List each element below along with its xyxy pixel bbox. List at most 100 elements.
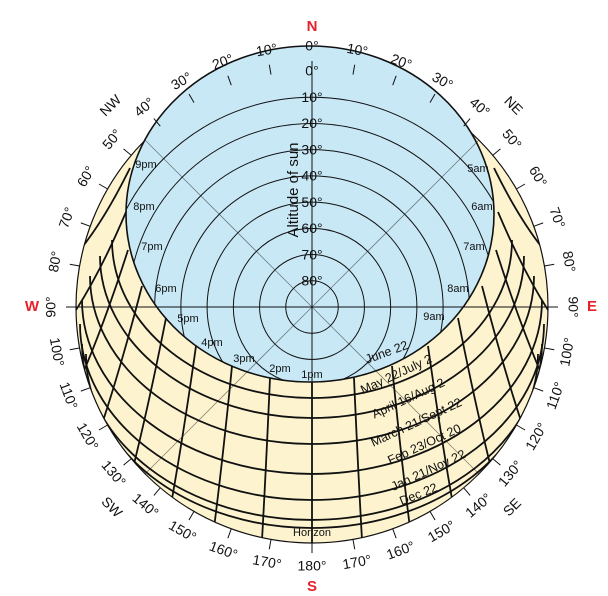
azimuth-label: 10° (255, 40, 279, 59)
azimuth-tick (544, 347, 555, 351)
azimuth-label: 110° (543, 380, 568, 412)
azimuth-tick (463, 118, 471, 127)
azimuth-label: 60° (526, 163, 550, 189)
azimuth-tick (188, 511, 195, 521)
azimuth-label: 100° (47, 336, 68, 367)
hour-label-pm: 2pm (269, 363, 290, 375)
hour-line (391, 365, 411, 529)
intercardinal-line (144, 139, 313, 308)
intercardinal-northwest: NW (96, 91, 124, 119)
azimuth-label: 90° (565, 296, 581, 317)
azimuth-tick (153, 118, 161, 127)
hour-line (353, 377, 363, 541)
hour-line (76, 211, 127, 311)
altitude-label: 20° (301, 115, 322, 131)
azimuth-tick (533, 387, 544, 392)
azimuth-label: 170° (251, 551, 282, 572)
azimuth-label: 80° (45, 250, 64, 274)
azimuth-label: 130° (98, 457, 129, 489)
intercardinal-line (144, 306, 313, 475)
hour-line (261, 377, 271, 541)
azimuth-tick (352, 64, 356, 75)
hour-line (213, 365, 233, 529)
azimuth-label: 20° (389, 50, 414, 72)
azimuth-label: 50° (499, 126, 525, 153)
azimuth-label: 100° (556, 336, 577, 367)
altitude-label: 60° (301, 220, 322, 236)
azimuth-tick (80, 222, 91, 227)
azimuth-label: 40° (131, 94, 158, 120)
altitude-label: 80° (301, 272, 322, 288)
azimuth-tick (227, 75, 232, 86)
altitude-label: 30° (301, 141, 322, 157)
azimuth-tick (544, 263, 555, 267)
azimuth-label: 170° (341, 551, 372, 572)
azimuth-tick (188, 93, 195, 103)
hour-label-pm: 8pm (133, 201, 154, 213)
azimuth-tick (98, 424, 108, 431)
hour-label-pm: 6pm (155, 283, 176, 295)
hour-line (79, 249, 129, 381)
azimuth-tick (429, 93, 436, 103)
azimuth-tick (429, 511, 436, 521)
azimuth-label: 110° (57, 380, 82, 412)
azimuth-tick (80, 387, 91, 392)
cardinal-west: W (25, 298, 40, 315)
intercardinal-northeast: NE (501, 93, 526, 118)
azimuth-tick (69, 347, 80, 351)
azimuth-tick (123, 458, 132, 466)
altitude-label: 70° (301, 246, 322, 262)
azimuth-label: 70° (546, 205, 568, 230)
hour-label-am: 6am (471, 201, 492, 213)
azimuth-label: 140° (129, 490, 161, 521)
azimuth-tick (516, 424, 526, 431)
hour-label-am: 5am (467, 163, 488, 175)
hour-line (495, 249, 545, 381)
azimuth-tick (392, 75, 397, 86)
cardinal-north: N (307, 18, 318, 35)
azimuth-label: 150° (166, 517, 199, 545)
hour-line (497, 211, 548, 311)
hour-line (169, 345, 197, 511)
azimuth-label: 180° (298, 558, 327, 574)
azimuth-label: 160° (384, 538, 417, 563)
azimuth-spokes-layer (66, 61, 558, 553)
azimuth-label: 40° (467, 94, 494, 120)
azimuth-label: 150° (425, 517, 458, 545)
altitude-label: 10° (301, 89, 322, 105)
azimuth-tick (492, 458, 501, 466)
azimuth-tick (123, 148, 132, 156)
azimuth-label: 10° (346, 40, 370, 59)
hour-label-pm: 1pm (301, 369, 322, 381)
azimuth-label: 20° (210, 50, 235, 72)
intercardinal-southeast: SE (500, 495, 525, 520)
hour-line (493, 167, 545, 251)
cardinal-east: E (587, 298, 597, 315)
azimuth-tick (352, 539, 356, 550)
altitude-label: 0° (305, 63, 318, 79)
azimuth-label: 70° (55, 205, 77, 230)
azimuth-label: 130° (495, 457, 526, 489)
intercardinal-line (311, 306, 480, 475)
azimuth-tick (227, 528, 232, 539)
azimuth-tick (492, 148, 501, 156)
azimuth-tick (463, 487, 471, 496)
intercardinal-line (311, 139, 480, 308)
hour-line (427, 345, 455, 511)
azimuth-label: 140° (462, 490, 494, 521)
cardinal-south: S (307, 578, 317, 595)
azimuth-label: 0° (305, 38, 318, 54)
azimuth-label: 120° (522, 420, 550, 453)
hour-label-pm: 4pm (201, 337, 222, 349)
azimuth-label: 80° (560, 250, 579, 274)
hour-label-pm: 5pm (177, 313, 198, 325)
azimuth-tick (268, 539, 272, 550)
azimuth-label: 50° (99, 126, 125, 153)
hour-label-am: 7am (463, 241, 484, 253)
intercardinal-southwest: SW (98, 493, 126, 521)
hour-label-pm: 9pm (135, 159, 156, 171)
azimuth-tick (516, 183, 526, 190)
azimuth-label: 160° (207, 538, 240, 563)
altitude-label: 50° (301, 194, 322, 210)
azimuth-label: 120° (74, 420, 102, 453)
